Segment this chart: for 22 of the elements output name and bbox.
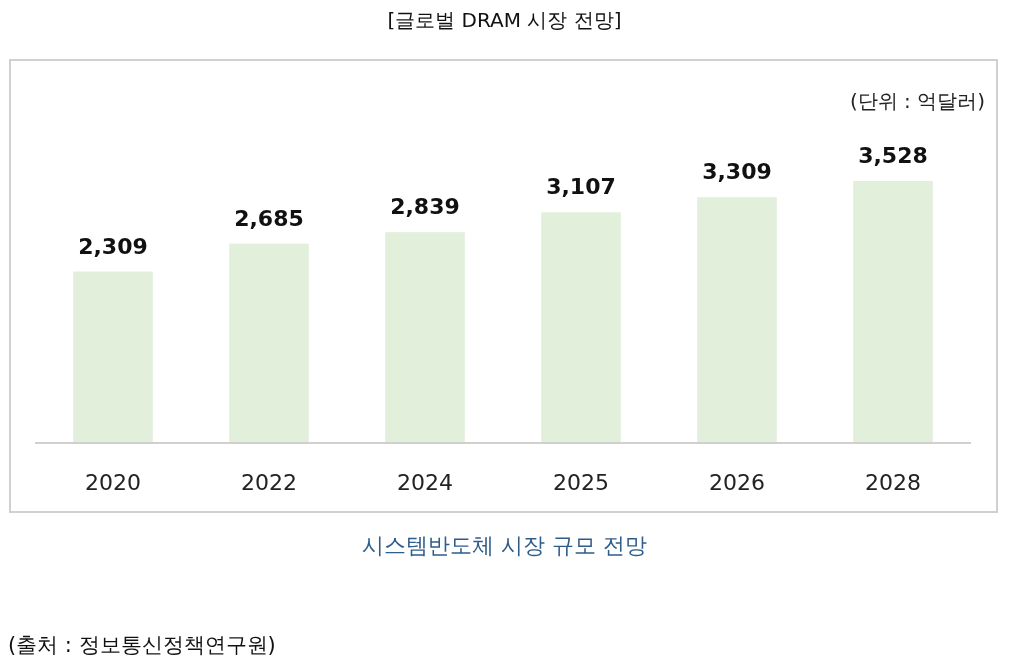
x-tick-label: 2026: [709, 470, 765, 495]
text: 시스템반도체 시장 규모 전망: [362, 533, 647, 558]
x-tick-label: 2028: [865, 470, 921, 495]
data-label: 2,309: [78, 233, 148, 259]
x-tick-label: 2025: [553, 470, 609, 495]
bar: [73, 271, 153, 443]
x-tick-label: 2022: [241, 470, 297, 495]
bar: [853, 181, 933, 443]
data-label: 3,528: [858, 143, 928, 168]
text: (출처 : 정보통신정책연구원): [8, 633, 276, 657]
bar: [385, 232, 465, 443]
text: (단위 : 억달러): [849, 89, 985, 113]
data-label: 3,107: [546, 174, 616, 200]
data-label: 2,839: [390, 194, 460, 220]
data-label: 3,309: [702, 159, 772, 185]
data-label: 2,685: [234, 205, 304, 231]
bar: [541, 212, 621, 443]
x-tick-label: 2024: [397, 470, 453, 495]
bar: [697, 197, 777, 443]
bar: [229, 243, 309, 443]
chart-title: [글로벌 DRAM 시장 전망]: [387, 8, 622, 32]
x-tick-label: 2020: [85, 470, 141, 495]
